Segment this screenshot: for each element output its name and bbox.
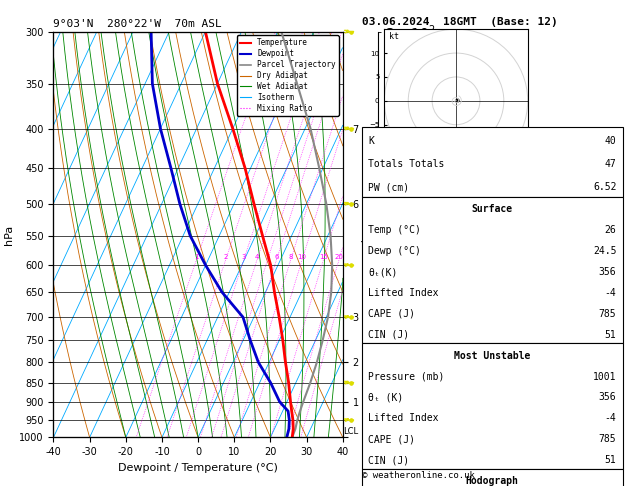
Text: 2: 2 <box>223 254 228 260</box>
Text: 03.06.2024  18GMT  (Base: 12): 03.06.2024 18GMT (Base: 12) <box>362 17 557 27</box>
Text: CAPE (J): CAPE (J) <box>368 309 415 319</box>
Text: 20: 20 <box>335 254 343 260</box>
Text: CAPE (J): CAPE (J) <box>368 434 415 444</box>
Text: 785: 785 <box>599 309 616 319</box>
Text: Lifted Index: Lifted Index <box>368 288 438 298</box>
Text: 6.52: 6.52 <box>593 183 616 192</box>
Text: 3: 3 <box>242 254 246 260</box>
Text: -4: -4 <box>604 414 616 423</box>
Text: kt: kt <box>389 32 399 41</box>
Text: 10: 10 <box>298 254 307 260</box>
Text: 24.5: 24.5 <box>593 246 616 256</box>
Text: 9°03'N  280°22'W  70m ASL: 9°03'N 280°22'W 70m ASL <box>53 19 222 30</box>
Text: Surface: Surface <box>472 205 513 214</box>
Legend: Temperature, Dewpoint, Parcel Trajectory, Dry Adiabat, Wet Adiabat, Isotherm, Mi: Temperature, Dewpoint, Parcel Trajectory… <box>237 35 339 116</box>
Text: 356: 356 <box>599 393 616 402</box>
Y-axis label: hPa: hPa <box>4 225 14 244</box>
Text: PW (cm): PW (cm) <box>368 183 409 192</box>
Text: 8: 8 <box>289 254 293 260</box>
Text: 1: 1 <box>194 254 199 260</box>
Text: 1001: 1001 <box>593 372 616 382</box>
Y-axis label: km
ASL: km ASL <box>362 226 383 243</box>
X-axis label: Dewpoint / Temperature (°C): Dewpoint / Temperature (°C) <box>118 463 278 473</box>
Text: Lifted Index: Lifted Index <box>368 414 438 423</box>
Text: 15: 15 <box>319 254 328 260</box>
Text: LCL: LCL <box>343 427 359 436</box>
Text: Totals Totals: Totals Totals <box>368 159 444 169</box>
Text: © weatheronline.co.uk: © weatheronline.co.uk <box>362 471 474 480</box>
Text: Pressure (mb): Pressure (mb) <box>368 372 444 382</box>
Text: 356: 356 <box>599 267 616 277</box>
Text: 26: 26 <box>604 226 616 235</box>
Text: 5: 5 <box>265 254 270 260</box>
Text: Dewp (°C): Dewp (°C) <box>368 246 421 256</box>
Text: θₜ(K): θₜ(K) <box>368 267 398 277</box>
Text: CIN (J): CIN (J) <box>368 455 409 465</box>
Text: -4: -4 <box>604 288 616 298</box>
Text: 785: 785 <box>599 434 616 444</box>
Text: K: K <box>368 136 374 146</box>
Text: 40: 40 <box>604 136 616 146</box>
Text: 47: 47 <box>604 159 616 169</box>
Text: CIN (J): CIN (J) <box>368 330 409 340</box>
Text: Temp (°C): Temp (°C) <box>368 226 421 235</box>
Y-axis label: Mixing Ratio (g/kg): Mixing Ratio (g/kg) <box>477 189 487 280</box>
Text: 4: 4 <box>255 254 259 260</box>
Text: 51: 51 <box>604 455 616 465</box>
Text: Hodograph: Hodograph <box>465 476 519 486</box>
Text: θₜ (K): θₜ (K) <box>368 393 403 402</box>
Text: 51: 51 <box>604 330 616 340</box>
Text: Most Unstable: Most Unstable <box>454 351 530 361</box>
Text: 6: 6 <box>274 254 279 260</box>
